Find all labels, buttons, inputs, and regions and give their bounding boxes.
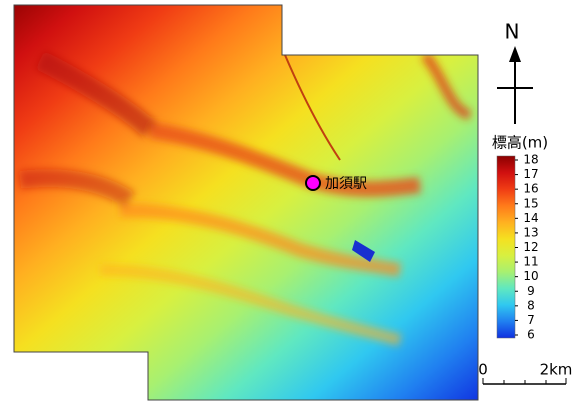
colorbar-tick-label: 6 [527, 328, 535, 342]
terrain [0, 0, 480, 403]
colorbar-tick-label: 13 [523, 225, 538, 239]
station-label: 加須駅 [325, 176, 367, 192]
colorbar-tick-label: 10 [523, 269, 538, 283]
colorbar-tick-label: 18 [523, 153, 538, 167]
colorbar-tick-label: 9 [527, 284, 535, 298]
legend-title: 標高(m) [492, 134, 548, 152]
station-marker [306, 176, 320, 190]
colorbar [497, 156, 515, 338]
colorbar-tick-label: 7 [527, 313, 535, 327]
colorbar-tick-label: 8 [527, 298, 535, 312]
colorbar-tick-label: 12 [523, 240, 538, 254]
colorbar-tick-label: 16 [523, 182, 538, 196]
scale-end: 2km [540, 361, 573, 379]
elevation-map [0, 0, 480, 403]
scale-start: 0 [478, 361, 488, 379]
colorbar-tick-label: 14 [523, 211, 538, 225]
colorbar-tick-label: 11 [523, 255, 538, 269]
north-arrow-head [509, 46, 521, 62]
north-label: N [505, 20, 520, 44]
colorbar-tick-label: 15 [523, 196, 538, 210]
map-figure: 加須駅 N 標高(m) 1817161514131211109876 0 2km [0, 0, 576, 403]
colorbar-tick-label: 17 [523, 167, 538, 181]
